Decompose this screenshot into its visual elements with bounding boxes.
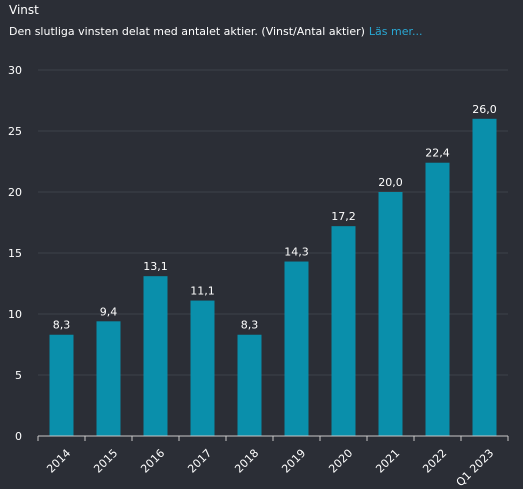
y-tick-label: 25 (8, 125, 22, 138)
x-axis-ticks: 2014 2015 2016 2017 2018 2019 2020 2021 2022 Q1 2… (44, 447, 496, 489)
x-tick-label: 2019 (279, 447, 308, 476)
x-tick-label: 2022 (420, 447, 449, 476)
bar-value-label: 20,0 (378, 176, 403, 189)
data-labels: 8,3 9,4 13,1 11,1 8,3 14,3 17,2 20,0 22,4 26,0 (53, 103, 497, 332)
bar[interactable] (96, 321, 121, 436)
y-tick-label: 15 (8, 247, 22, 260)
bar-value-label: 8,3 (53, 319, 71, 332)
bar-value-label: 26,0 (472, 103, 497, 116)
y-tick-label: 0 (15, 430, 22, 443)
x-tick-label: 2021 (373, 447, 402, 476)
x-tick-label: 2020 (326, 447, 355, 476)
chart-description: Den slutliga vinsten delat med antalet a… (9, 25, 423, 38)
bars (49, 118, 497, 437)
chart-title: Vinst (9, 3, 39, 17)
x-tick-label: 2016 (138, 447, 167, 476)
bar[interactable] (143, 276, 168, 436)
y-tick-label: 20 (8, 186, 22, 199)
bar[interactable] (190, 300, 215, 436)
y-tick-label: 10 (8, 308, 22, 321)
x-tick-label: 2014 (44, 447, 73, 476)
bar[interactable] (472, 118, 497, 437)
bar-value-label: 17,2 (331, 210, 356, 223)
bar-value-label: 11,1 (190, 285, 215, 298)
bar[interactable] (425, 162, 450, 436)
bar[interactable] (331, 226, 356, 436)
read-more-link[interactable]: Läs mer... (368, 25, 423, 38)
y-tick-label: 30 (8, 64, 22, 77)
bar[interactable] (237, 334, 262, 436)
y-tick-label: 5 (15, 369, 22, 382)
x-axis (37, 435, 509, 441)
bar[interactable] (378, 192, 403, 436)
x-tick-label: 2018 (232, 447, 261, 476)
bar-value-label: 9,4 (100, 305, 118, 318)
x-tick-label: Q1 2023 (454, 447, 497, 489)
bar[interactable] (49, 334, 74, 436)
description-text: Den slutliga vinsten delat med antalet a… (9, 25, 365, 38)
bar[interactable] (284, 261, 309, 436)
y-axis-ticks: 0 5 10 15 20 25 30 (8, 64, 22, 443)
x-tick-label: 2017 (185, 447, 214, 476)
bar-value-label: 14,3 (284, 246, 309, 259)
bar-value-label: 13,1 (143, 260, 168, 273)
x-tick-label: 2015 (91, 447, 120, 476)
bar-value-label: 22,4 (425, 147, 450, 160)
bar-value-label: 8,3 (241, 319, 259, 332)
